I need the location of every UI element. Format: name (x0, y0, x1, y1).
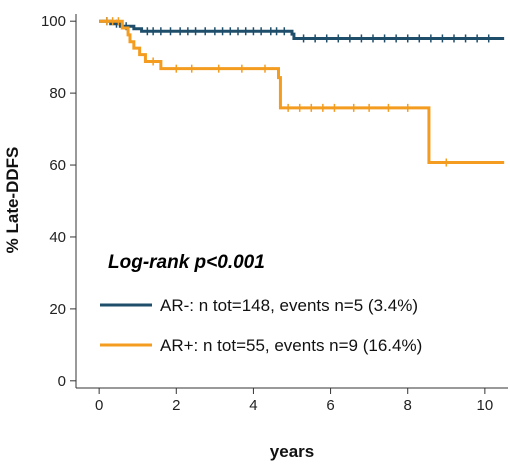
series-line-ar-negative (99, 19, 505, 40)
x-tick-label: 4 (249, 397, 257, 414)
x-tick-label: 0 (95, 397, 103, 414)
x-tick-label: 10 (477, 397, 494, 414)
y-axis-title: % Late-DDFS (3, 147, 22, 254)
y-tick-label: 60 (49, 157, 66, 174)
series-line-ar-positive (99, 19, 505, 165)
x-axis-title: years (270, 442, 314, 461)
legend: AR-: n tot=148, events n=5 (3.4%) AR+: n … (100, 296, 422, 355)
legend-label: AR-: n tot=148, events n=5 (3.4%) (160, 296, 418, 315)
legend-label: AR+: n tot=55, events n=9 (16.4%) (160, 336, 422, 355)
x-tick-label: 6 (326, 397, 334, 414)
y-tick-label: 0 (58, 373, 66, 390)
plot-area (99, 17, 505, 167)
y-tick-label: 100 (41, 13, 66, 30)
y-tick-label: 40 (49, 229, 66, 246)
x-tick-label: 2 (172, 397, 180, 414)
y-tick-label: 20 (49, 301, 66, 318)
y-tick-label: 80 (49, 85, 66, 102)
x-tick-label: 8 (404, 397, 412, 414)
logrank-annotation: Log-rank p<0.001 (108, 252, 265, 273)
